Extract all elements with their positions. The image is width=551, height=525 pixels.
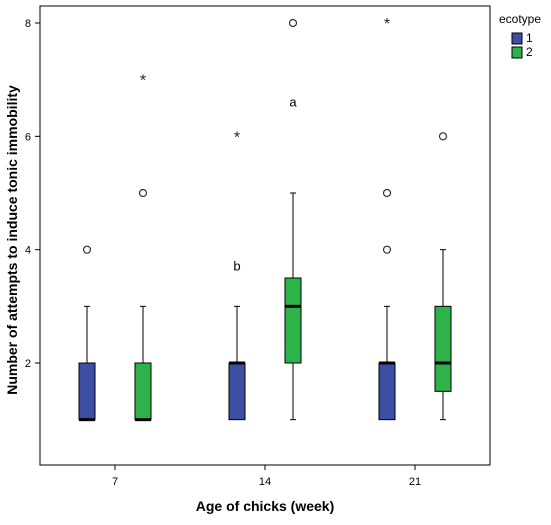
extreme-point: *: [140, 73, 146, 90]
y-axis-title: Number of attempts to induce tonic immob…: [4, 85, 20, 395]
significance-label: a: [289, 94, 297, 109]
extreme-point: *: [234, 129, 240, 146]
legend-swatch: [511, 32, 523, 45]
y-tick-label: 2: [25, 358, 31, 370]
x-tick-label: 21: [409, 476, 421, 488]
legend-title: ecotype: [499, 12, 541, 26]
legend-label: 2: [526, 45, 533, 59]
extreme-point: *: [384, 16, 390, 33]
legend-label: 1: [526, 31, 533, 45]
outlier-point: [82, 245, 92, 254]
outlier-point: [382, 245, 392, 254]
y-axis: 2 4 6 8: [25, 18, 40, 370]
box-series-2-week-7: [134, 362, 152, 421]
y-tick-label: 6: [25, 131, 31, 143]
x-tick-label: 7: [112, 476, 118, 488]
legend-swatch: [511, 46, 523, 59]
outlier-point: [288, 18, 298, 28]
y-tick-label: 4: [25, 245, 31, 257]
box-series-2-week-21: [434, 305, 452, 392]
significance-label: b: [233, 259, 240, 274]
outlier-point: [138, 188, 148, 198]
legend: ecotype 12: [499, 12, 541, 59]
box-series-1-week-7: [78, 362, 96, 421]
x-axis-title: Age of chicks (week): [196, 498, 335, 514]
y-tick-label: 8: [25, 18, 31, 30]
box-series-1-week-14: [228, 362, 246, 421]
x-axis: 7 14 21: [112, 465, 421, 488]
outlier-point: [438, 132, 448, 141]
outlier-point: [382, 188, 392, 198]
annotation-group: ba: [233, 94, 297, 273]
box-series-2-week-14: [284, 277, 302, 364]
box-series-group: * * *: [78, 16, 452, 422]
plot-area-frame: [39, 5, 491, 466]
x-tick-label: 14: [259, 476, 271, 488]
box-series-1-week-21: [378, 362, 396, 421]
